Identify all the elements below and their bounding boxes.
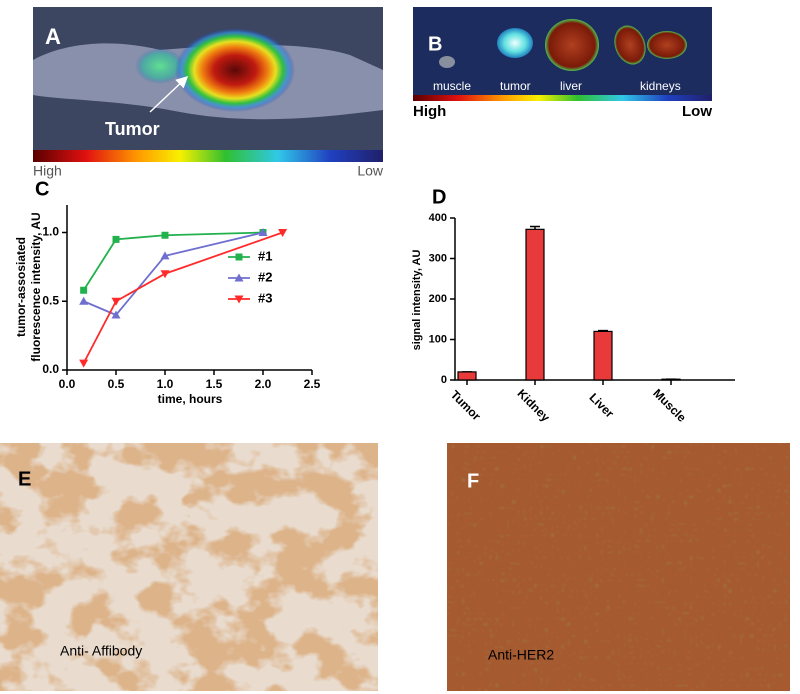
series-line <box>82 231 264 291</box>
arrow <box>149 75 189 113</box>
x-tick-label: 2.0 <box>255 377 272 391</box>
panel-label: B <box>428 33 442 55</box>
x-tick-label: 1.0 <box>157 377 174 391</box>
bar <box>457 371 477 381</box>
data-point <box>278 229 288 237</box>
scale-high: High <box>413 103 446 120</box>
data-point <box>79 359 89 368</box>
legend-marker <box>234 273 244 282</box>
data-point <box>160 251 170 260</box>
y-tick-label: 200 <box>429 293 447 305</box>
data-point <box>112 235 120 243</box>
panel-label: D <box>432 186 446 208</box>
organ <box>545 19 599 71</box>
panel-label: E <box>18 468 31 490</box>
cell-membranes <box>447 443 790 691</box>
organ-label: tumor <box>500 79 531 93</box>
legend-label: #2 <box>258 269 272 284</box>
x-tick-label: 0.0 <box>59 377 76 391</box>
x-tick-label: 0.5 <box>108 377 125 391</box>
bar <box>525 228 545 381</box>
data-point <box>111 310 121 319</box>
color-scale <box>33 150 383 162</box>
data-point <box>161 231 169 239</box>
y-tick-label: 0 <box>441 374 447 386</box>
panel-label: A <box>45 24 61 49</box>
organ <box>439 56 455 68</box>
x-tick-label: Liver <box>586 390 616 420</box>
panel-label: C <box>35 178 49 200</box>
tumor-signal <box>135 48 185 84</box>
data-point <box>160 270 170 279</box>
legend-label: #3 <box>258 290 272 305</box>
y-tick-label: 300 <box>429 252 447 264</box>
y-axis-title: signal intensity, AU <box>411 250 423 351</box>
bar <box>593 330 613 381</box>
organ-label: muscle <box>433 79 471 93</box>
x-tick-label: Tumor <box>448 388 484 424</box>
tissue-stain <box>0 443 378 691</box>
bar <box>661 378 681 381</box>
legend-label: #1 <box>258 248 272 263</box>
organ <box>647 31 687 59</box>
y-axis-title: fluorescence intensity, AU <box>29 212 43 361</box>
x-tick-label: Muscle <box>650 386 689 425</box>
data-point <box>79 296 89 305</box>
x-axis-title: time, hours <box>158 392 223 406</box>
legend-marker <box>235 253 243 261</box>
legend-marker <box>234 295 244 304</box>
x-tick-label: Kidney <box>514 386 552 424</box>
series-line <box>82 231 283 364</box>
y-tick-label: 1.0 <box>42 225 59 239</box>
organ <box>614 25 646 65</box>
chart-d: D signal intensity, AU <box>411 186 735 381</box>
y-tick-label: 0.0 <box>42 362 59 376</box>
organ <box>497 28 533 58</box>
panel-e: E Anti- Affibody <box>0 443 378 691</box>
scale-high: High <box>33 163 62 179</box>
panel-f: F Anti-HER2 <box>447 443 790 691</box>
organ-label: liver <box>560 79 582 93</box>
annotation: Tumor <box>105 119 160 139</box>
data-point <box>111 297 121 306</box>
series-line <box>83 231 264 317</box>
scale-low: Low <box>682 103 712 120</box>
caption: Anti- Affibody <box>60 643 142 659</box>
axes <box>66 205 312 371</box>
panel-b: B muscle tumor liver kidneys High Low <box>413 7 712 120</box>
data-point <box>258 228 268 236</box>
panel-label: F <box>467 470 479 492</box>
y-tick-label: 100 <box>429 333 447 345</box>
panel-a: A Tumor High Low <box>33 7 384 179</box>
data-point <box>80 286 88 294</box>
y-axis-title: tumor-assosiated <box>14 237 28 337</box>
heat-signal <box>175 28 295 112</box>
y-tick-label: 0.5 <box>42 293 59 307</box>
x-tick-label: 1.5 <box>206 377 223 391</box>
y-tick-label: 400 <box>429 212 447 224</box>
organ-label: kidneys <box>640 79 681 93</box>
x-tick-label: 2.5 <box>304 377 321 391</box>
color-scale <box>413 95 712 101</box>
caption: Anti-HER2 <box>488 647 554 663</box>
scale-low: Low <box>357 163 384 179</box>
